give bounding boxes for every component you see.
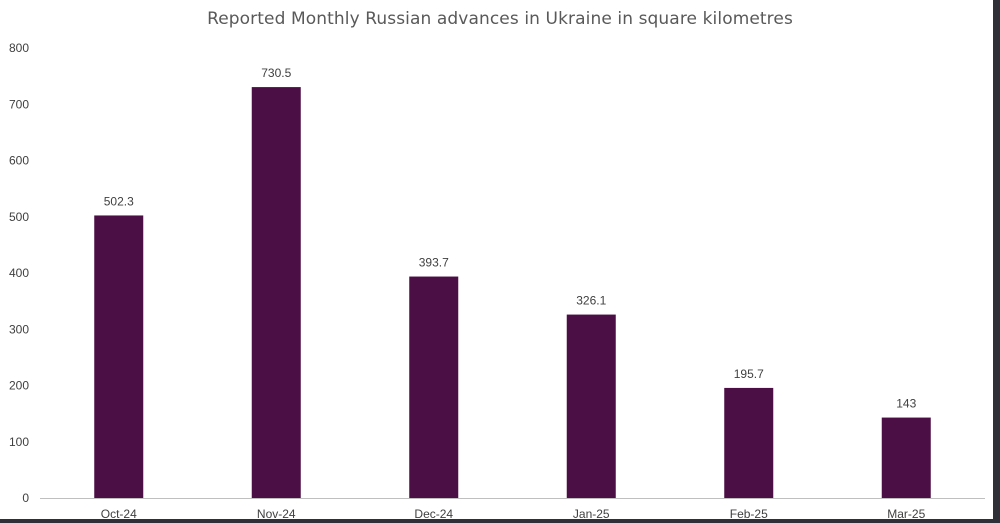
bar-2 <box>409 276 459 498</box>
y-tick-label-8: 800 <box>9 41 29 55</box>
data-label-1: 730.5 <box>261 66 291 80</box>
bars <box>94 87 931 499</box>
x-tick-label-3: Jan-25 <box>573 507 610 519</box>
chart-title: Reported Monthly Russian advances in Ukr… <box>207 9 793 29</box>
y-tick-label-2: 200 <box>9 379 29 393</box>
data-label-3: 326.1 <box>576 294 606 308</box>
bar-3 <box>566 314 616 498</box>
y-tick-label-3: 300 <box>9 322 29 336</box>
y-tick-label-5: 500 <box>9 210 29 224</box>
bar-5 <box>881 417 931 498</box>
x-axis: Oct-24 Nov-24 Dec-24 Jan-25 Feb-25 Mar-25 <box>101 507 926 519</box>
x-tick-label-1: Nov-24 <box>257 507 296 519</box>
bar-1 <box>251 87 301 498</box>
x-tick-label-2: Dec-24 <box>414 507 453 519</box>
y-tick-label-6: 600 <box>9 154 29 168</box>
x-tick-label-5: Mar-25 <box>887 507 925 519</box>
y-tick-label-0: 0 <box>22 491 29 505</box>
bar-0 <box>94 215 144 499</box>
x-tick-label-0: Oct-24 <box>101 507 137 519</box>
y-tick-label-1: 100 <box>9 435 29 449</box>
bar-4 <box>724 387 774 498</box>
data-label-0: 502.3 <box>104 194 134 208</box>
y-tick-label-4: 400 <box>9 266 29 280</box>
x-tick-label-4: Feb-25 <box>730 507 768 519</box>
y-tick-label-7: 700 <box>9 97 29 111</box>
data-label-5: 143 <box>896 397 916 411</box>
data-labels: 502.3 730.5 393.7 326.1 195.7 143 <box>104 66 917 410</box>
data-label-2: 393.7 <box>419 256 449 270</box>
y-axis: 0 100 200 300 400 500 600 700 800 <box>9 41 29 505</box>
data-label-4: 195.7 <box>734 367 764 381</box>
